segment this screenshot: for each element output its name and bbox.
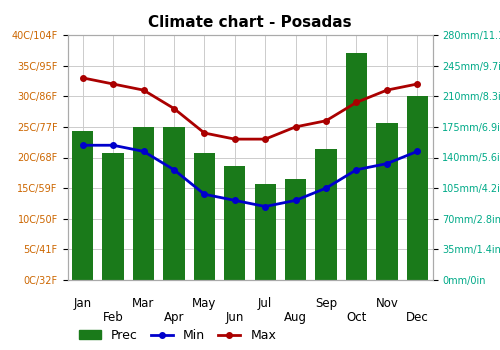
Text: Jul: Jul — [258, 297, 272, 310]
Text: Jan: Jan — [74, 297, 92, 310]
Bar — [376, 122, 398, 280]
Bar — [346, 52, 367, 280]
Legend: Prec, Min, Max: Prec, Min, Max — [74, 324, 281, 347]
Text: Apr: Apr — [164, 310, 184, 323]
Bar — [102, 153, 124, 280]
Text: Oct: Oct — [346, 310, 366, 323]
Text: Dec: Dec — [406, 310, 428, 323]
Text: Jun: Jun — [226, 310, 244, 323]
Bar — [133, 127, 154, 280]
Text: Feb: Feb — [103, 310, 124, 323]
Bar — [316, 149, 336, 280]
Text: Aug: Aug — [284, 310, 307, 323]
Bar — [254, 184, 276, 280]
Title: Climate chart - Posadas: Climate chart - Posadas — [148, 15, 352, 30]
Bar — [285, 179, 306, 280]
Bar — [406, 96, 428, 280]
Text: Mar: Mar — [132, 297, 154, 310]
Bar — [194, 153, 215, 280]
Text: Nov: Nov — [376, 297, 398, 310]
Bar — [72, 131, 94, 280]
Text: Sep: Sep — [315, 297, 337, 310]
Text: May: May — [192, 297, 216, 310]
Bar — [224, 166, 246, 280]
Bar — [164, 127, 184, 280]
